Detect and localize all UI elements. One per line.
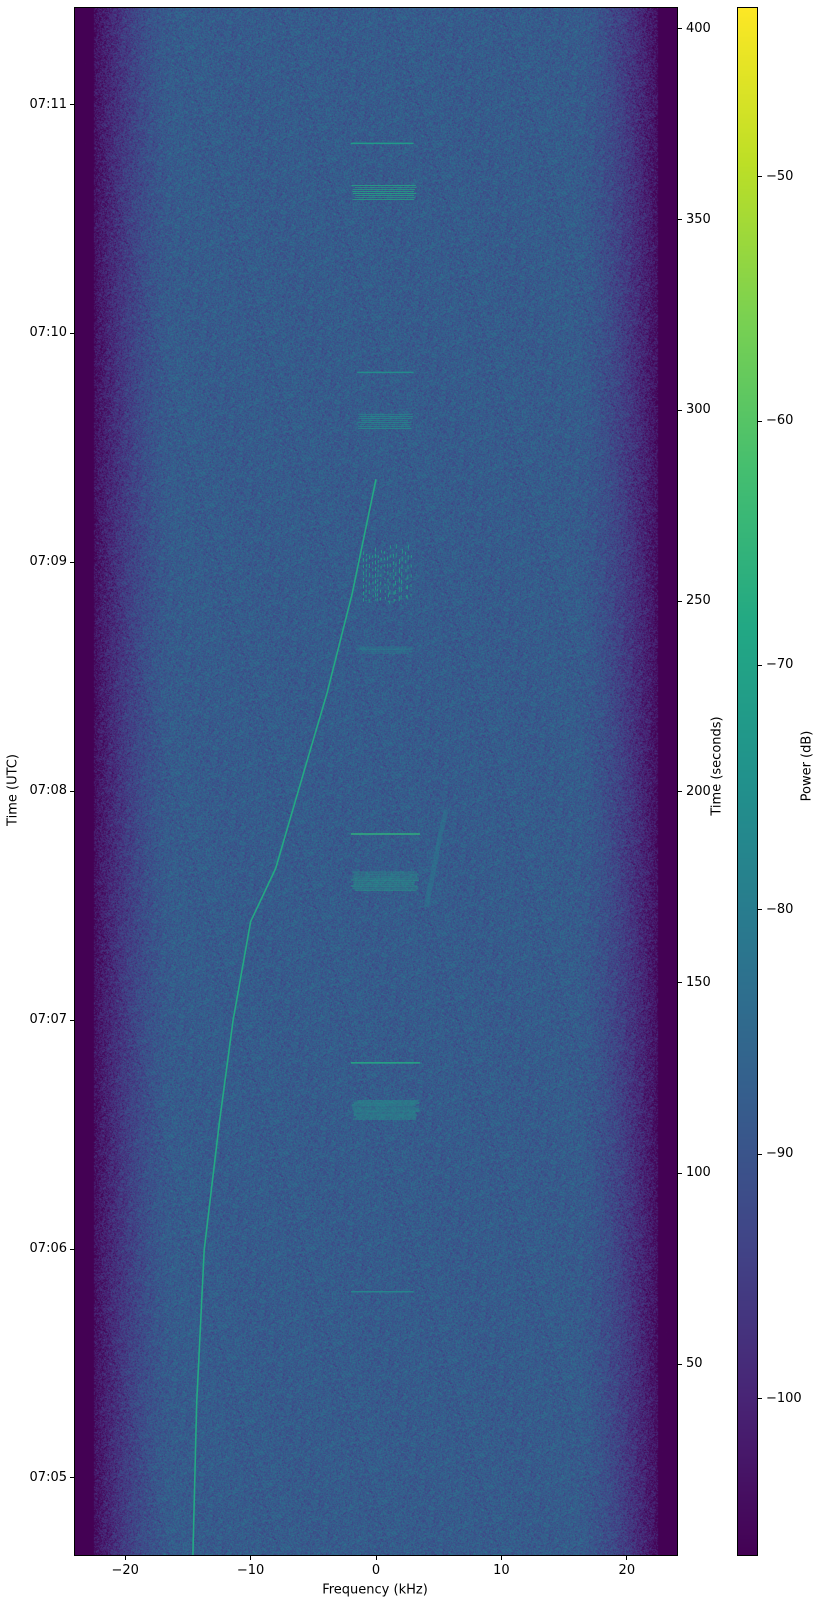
y-tick-label-seconds: 250 bbox=[686, 593, 711, 609]
y-tick-mark-seconds bbox=[677, 791, 682, 793]
colorbar-tick-mark bbox=[757, 664, 762, 666]
y-tick-label-utc: 07:05 bbox=[29, 1469, 67, 1485]
colorbar-tick-label: −90 bbox=[766, 1146, 794, 1162]
burst-pattern-stroke bbox=[389, 545, 391, 605]
y-tick-mark-seconds bbox=[677, 409, 682, 411]
colorbar-tick-mark bbox=[757, 1398, 762, 1400]
y-tick-label-utc: 07:11 bbox=[29, 96, 67, 112]
burst-pattern-stroke bbox=[386, 556, 390, 603]
y-tick-mark-seconds bbox=[677, 219, 682, 221]
burst-pattern-stroke bbox=[383, 551, 386, 601]
y-tick-mark-utc bbox=[70, 332, 75, 334]
chirp-trace bbox=[192, 479, 377, 1555]
burst-pattern-stroke bbox=[379, 550, 382, 602]
colorbar-tick-label: −50 bbox=[766, 168, 794, 184]
y-tick-mark-utc bbox=[70, 1477, 75, 1479]
y-tick-mark-utc bbox=[70, 1248, 75, 1250]
burst-pattern-stroke bbox=[376, 555, 379, 603]
burst-pattern-stroke bbox=[404, 551, 408, 605]
x-tick-mark bbox=[250, 1555, 252, 1560]
burst-pattern-stroke bbox=[406, 545, 409, 601]
y-tick-label-utc: 07:10 bbox=[29, 325, 67, 341]
x-tick-label: −20 bbox=[111, 1563, 139, 1578]
colorbar-tick-mark bbox=[757, 909, 762, 911]
colorbar-tick-mark bbox=[757, 176, 762, 178]
colorbar-tick-label: −100 bbox=[766, 1390, 802, 1406]
spectrogram-heatmap bbox=[75, 8, 677, 1555]
colorbar-label: Power (dB) bbox=[799, 730, 815, 802]
y-tick-label-utc: 07:07 bbox=[29, 1012, 67, 1028]
y-axis-label-utc: Time (UTC) bbox=[5, 754, 21, 826]
x-tick-mark bbox=[375, 1555, 377, 1560]
y-tick-label-seconds: 50 bbox=[686, 1356, 703, 1372]
y-tick-label-seconds: 150 bbox=[686, 974, 711, 990]
y-tick-label-seconds: 400 bbox=[686, 20, 711, 36]
y-tick-label-seconds: 300 bbox=[686, 402, 711, 418]
burst-band-1 bbox=[351, 1100, 420, 1120]
signal-overlay bbox=[192, 142, 449, 1555]
colorbar-tick-label: −70 bbox=[766, 657, 794, 673]
x-axis-label: Frequency (kHz) bbox=[322, 1582, 428, 1598]
y-tick-mark-utc bbox=[70, 104, 75, 106]
burst-band-3 bbox=[351, 871, 419, 891]
burst-pattern-6 bbox=[362, 544, 412, 605]
burst-pattern-stroke bbox=[392, 553, 395, 604]
y-tick-mark-seconds bbox=[677, 600, 682, 602]
burst-band-5 bbox=[358, 646, 414, 654]
y-axis-label-seconds: Time (seconds) bbox=[709, 716, 725, 816]
burst-pattern-stroke bbox=[400, 548, 403, 602]
y-tick-label-seconds: 350 bbox=[686, 211, 711, 227]
x-tick-mark bbox=[124, 1555, 126, 1560]
colorbar-tick-label: −80 bbox=[766, 901, 794, 917]
burst-band-9 bbox=[351, 184, 417, 200]
x-tick-mark bbox=[626, 1555, 628, 1560]
x-tick-label: −10 bbox=[236, 1563, 265, 1578]
y-tick-mark-seconds bbox=[677, 982, 682, 984]
y-tick-mark-utc bbox=[70, 561, 75, 563]
burst-band-7 bbox=[357, 413, 414, 429]
faint-drift-trace bbox=[423, 810, 449, 907]
burst-pattern-stroke bbox=[410, 554, 412, 601]
y-tick-mark-seconds bbox=[677, 1172, 682, 1174]
x-tick-mark bbox=[500, 1555, 502, 1560]
y-tick-mark-seconds bbox=[677, 28, 682, 30]
y-tick-mark-utc bbox=[70, 1019, 75, 1021]
y-tick-label-seconds: 100 bbox=[686, 1165, 711, 1181]
spectrogram-plot-area bbox=[75, 8, 677, 1555]
y-tick-label-utc: 07:08 bbox=[29, 783, 67, 799]
colorbar-tick-mark bbox=[757, 1153, 762, 1155]
colorbar-tick-label: −60 bbox=[766, 413, 794, 429]
colorbar bbox=[738, 8, 757, 1555]
x-tick-label: 20 bbox=[618, 1563, 636, 1578]
burst-pattern-stroke bbox=[394, 544, 397, 601]
y-tick-mark-seconds bbox=[677, 1363, 682, 1365]
burst-pattern-stroke bbox=[371, 555, 374, 602]
y-tick-label-utc: 07:09 bbox=[29, 554, 67, 570]
y-tick-label-utc: 07:06 bbox=[29, 1241, 67, 1257]
y-tick-label-seconds: 200 bbox=[686, 783, 711, 799]
colorbar-tick-mark bbox=[757, 420, 762, 422]
y-tick-mark-utc bbox=[70, 790, 75, 792]
x-tick-label: 10 bbox=[493, 1563, 510, 1578]
x-tick-label: 0 bbox=[371, 1563, 381, 1578]
